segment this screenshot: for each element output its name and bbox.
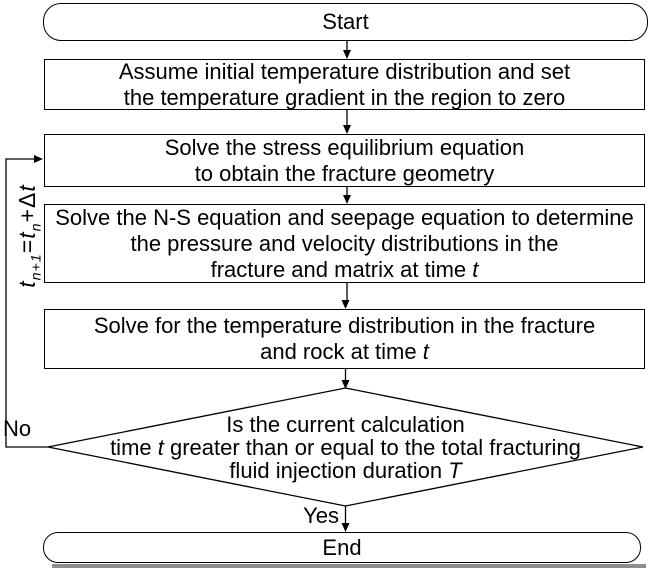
process-text-line: the pressure and velocity distributions … [130,230,559,256]
process-text-line: Solve the N-S equation and seepage equat… [55,204,634,230]
decision-text-line: Is the current calculation [226,412,465,437]
edge-label-yes: Yes [303,503,339,528]
process-text-line: Solve the stress equilibrium equation [164,134,525,160]
process-text-line: to obtain the fracture geometry [194,160,495,186]
process-solve-temperature: Solve for the temperature distribution i… [44,309,645,369]
start-node: Start [43,3,648,41]
edge-label-no: No [3,416,32,441]
process-text-line: fracture and matrix at time t [210,256,479,282]
process-text-line: Assume initial temperature distribution … [118,58,571,84]
decision-text-line: fluid injection duration T [229,458,462,483]
end-node: End [43,532,641,563]
process-text-line: the temperature gradient in the region t… [123,84,566,110]
arrowhead-decision-to-end [341,523,350,532]
end-label: End [322,534,362,560]
arrowhead-start-to-assume [343,50,351,59]
arrowhead-temperature-to-decision [341,380,350,389]
decision-node-text: Is the current calculation time t greate… [48,413,643,482]
process-solve-stress-equilibrium: Solve the stress equilibrium equation to… [44,134,645,187]
timestep-formula-label: tn+1=tn+Δt [14,184,45,288]
decision-text-line: time t greater than or equal to the tota… [110,435,581,460]
process-text-line: and rock at time t [260,339,429,364]
arrowhead-stress-to-ns [343,195,351,204]
arrowhead-ns-to-temperature [341,300,350,309]
process-assume-initial-temperature: Assume initial temperature distribution … [44,59,645,110]
start-label: Start [322,9,369,34]
feedback-loop-line [5,158,48,448]
decision-diamond-shape [47,387,644,507]
process-solve-ns-seepage: Solve the N-S equation and seepage equat… [44,204,645,283]
process-text-line: Solve for the temperature distribution i… [93,313,596,338]
end-node-shadow [52,564,646,568]
arrowhead-feedback-to-stress [34,155,43,163]
arrowhead-assume-to-stress [343,125,351,134]
